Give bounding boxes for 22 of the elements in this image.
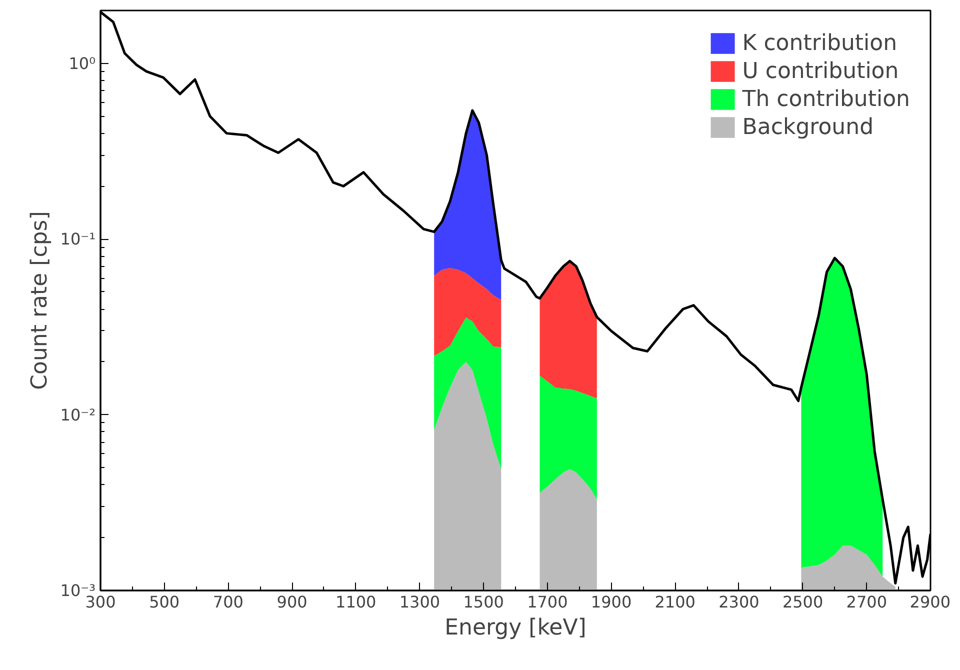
x-tick-label: 900 [276,592,308,612]
x-tick-label: 2700 [846,592,888,612]
x-tick-label: 1900 [590,592,632,612]
x-tick-label: 2100 [654,592,696,612]
x-tick-label: 1300 [399,592,440,612]
x-tick-label: 1500 [463,592,504,612]
legend-label: Th contribution [742,86,910,112]
x-tick-label: 500 [149,592,180,612]
legend-label: Background [742,114,874,140]
y-tick-label: 10⁻¹ [60,230,96,249]
x-tick-label: 1100 [336,592,376,612]
x-tick-label: 1700 [527,592,568,612]
y-tick-label: 10⁻² [60,405,96,424]
x-tick-label: 700 [212,592,244,612]
x-tick-label: 2900 [910,592,950,612]
y-tick-label: 10⁰ [68,54,96,73]
legend-label: K contribution [742,30,898,56]
x-tick-label: 2300 [718,592,760,612]
x-tick-label: 2500 [782,592,824,612]
legend-label: U contribution [742,58,899,84]
x-axis-title: Energy [keV] [444,616,586,640]
y-axis-title: Count rate [cps] [27,211,52,390]
